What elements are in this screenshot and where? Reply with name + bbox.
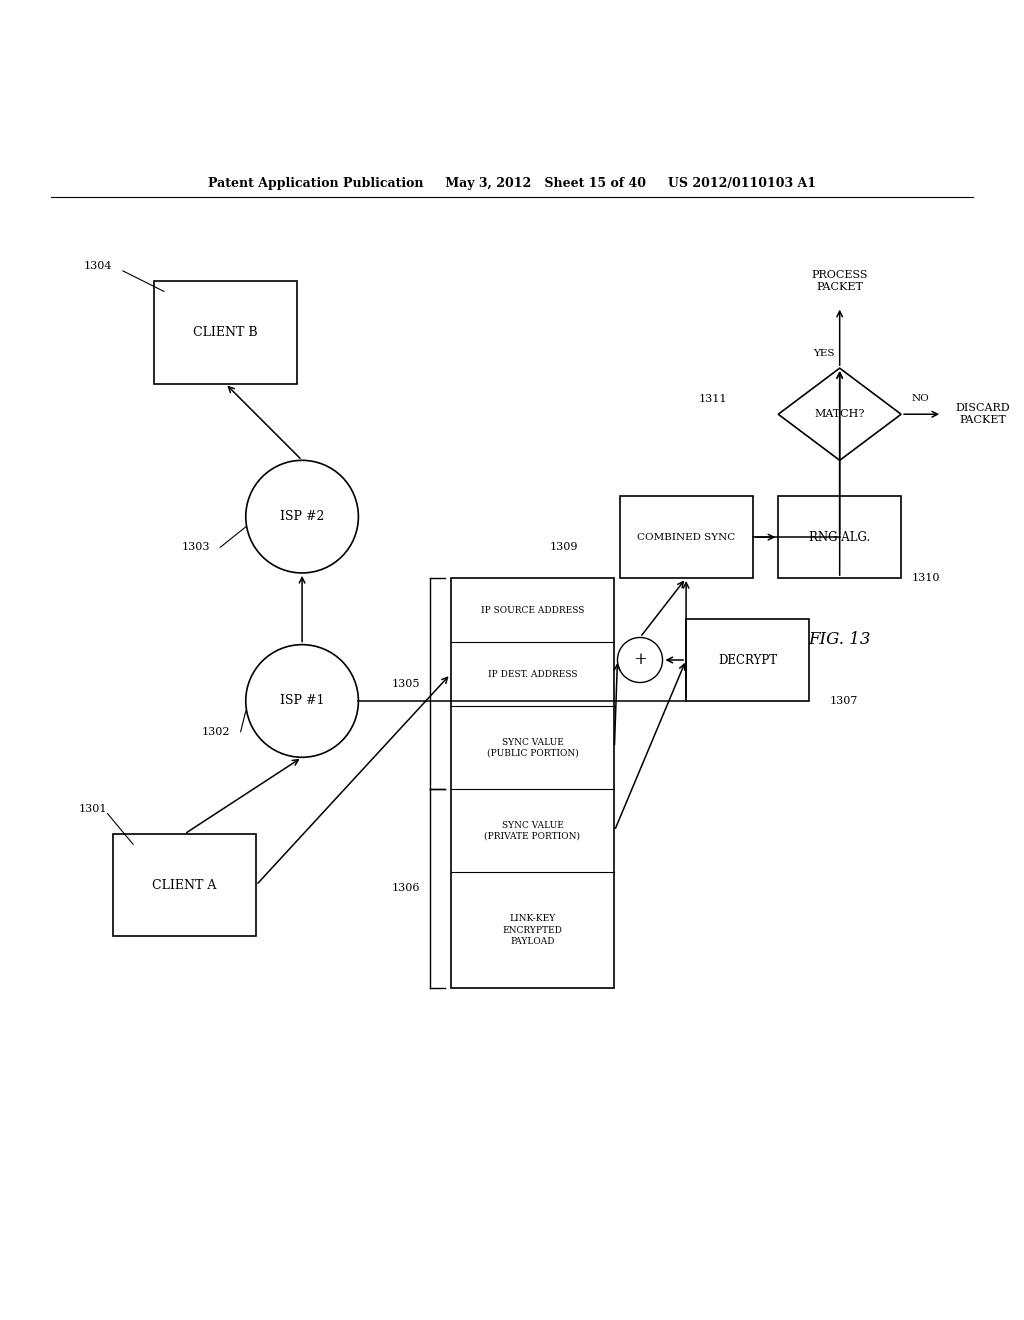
Text: 1305: 1305	[391, 678, 420, 689]
Text: SYNC VALUE
(PRIVATE PORTION): SYNC VALUE (PRIVATE PORTION)	[484, 821, 581, 841]
Text: 1301: 1301	[79, 804, 108, 813]
Text: NO: NO	[911, 395, 929, 404]
Text: ISP #2: ISP #2	[280, 510, 325, 523]
Text: 1307: 1307	[829, 696, 858, 706]
Text: MATCH?: MATCH?	[814, 409, 865, 420]
Text: 1304: 1304	[84, 261, 113, 271]
Text: IP DEST. ADDRESS: IP DEST. ADDRESS	[487, 669, 578, 678]
Text: YES: YES	[814, 348, 835, 358]
Text: CLIENT A: CLIENT A	[153, 879, 216, 892]
FancyBboxPatch shape	[686, 619, 809, 701]
FancyBboxPatch shape	[620, 496, 753, 578]
Text: 1303: 1303	[181, 543, 210, 552]
Text: DECRYPT: DECRYPT	[718, 653, 777, 667]
Bar	[451, 578, 614, 987]
Text: +: +	[633, 652, 647, 668]
Text: SYNC VALUE
(PUBLIC PORTION): SYNC VALUE (PUBLIC PORTION)	[486, 738, 579, 758]
Text: 1302: 1302	[202, 727, 230, 737]
Text: RNG ALG.: RNG ALG.	[809, 531, 870, 544]
Text: 1309: 1309	[550, 543, 579, 552]
FancyBboxPatch shape	[113, 834, 256, 936]
Text: FIG. 13: FIG. 13	[808, 631, 871, 648]
FancyBboxPatch shape	[154, 281, 297, 384]
Text: ISP #1: ISP #1	[280, 694, 325, 708]
Text: 1311: 1311	[698, 393, 727, 404]
Text: 1310: 1310	[911, 573, 940, 583]
FancyBboxPatch shape	[778, 496, 901, 578]
Text: LINK-KEY
ENCRYPTED
PAYLOAD: LINK-KEY ENCRYPTED PAYLOAD	[503, 915, 562, 945]
Text: COMBINED SYNC: COMBINED SYNC	[637, 532, 735, 541]
Text: PROCESS
PACKET: PROCESS PACKET	[811, 269, 868, 292]
Text: IP SOURCE ADDRESS: IP SOURCE ADDRESS	[481, 606, 584, 615]
Text: CLIENT B: CLIENT B	[193, 326, 258, 339]
Text: DISCARD
PACKET: DISCARD PACKET	[955, 403, 1011, 425]
Text: 1306: 1306	[391, 883, 420, 894]
Text: Patent Application Publication     May 3, 2012   Sheet 15 of 40     US 2012/0110: Patent Application Publication May 3, 20…	[208, 177, 816, 190]
